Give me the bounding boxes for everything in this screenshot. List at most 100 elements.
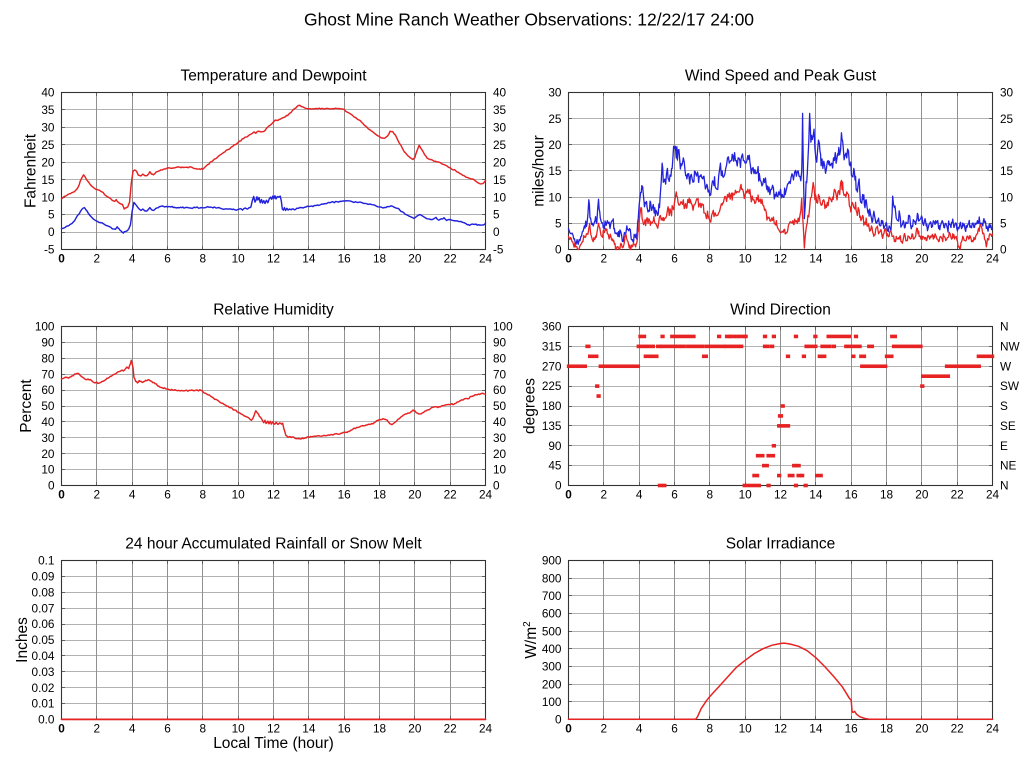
- svg-text:Relative Humidity: Relative Humidity: [213, 302, 334, 319]
- svg-text:360: 360: [542, 320, 562, 334]
- svg-text:180: 180: [542, 399, 562, 413]
- svg-text:0.06: 0.06: [32, 617, 55, 631]
- svg-text:22: 22: [951, 252, 964, 266]
- svg-text:5: 5: [48, 208, 55, 222]
- svg-text:12: 12: [774, 488, 787, 502]
- svg-text:14: 14: [302, 722, 316, 736]
- svg-text:24: 24: [479, 488, 493, 502]
- svg-text:2: 2: [94, 488, 101, 502]
- svg-text:0.07: 0.07: [32, 601, 55, 615]
- svg-text:12: 12: [267, 722, 280, 736]
- svg-text:0: 0: [555, 243, 562, 257]
- svg-text:0.04: 0.04: [32, 649, 55, 663]
- svg-text:12: 12: [774, 252, 787, 266]
- svg-text:16: 16: [845, 722, 859, 736]
- svg-text:16: 16: [338, 252, 352, 266]
- svg-text:6: 6: [164, 488, 171, 502]
- svg-text:270: 270: [542, 359, 562, 373]
- svg-text:50: 50: [493, 399, 507, 413]
- svg-text:2: 2: [601, 252, 608, 266]
- svg-text:100: 100: [542, 695, 562, 709]
- svg-text:2: 2: [601, 722, 608, 736]
- svg-text:0: 0: [565, 252, 572, 266]
- svg-text:60: 60: [41, 383, 55, 397]
- svg-text:0.1: 0.1: [38, 554, 54, 568]
- svg-text:0.02: 0.02: [32, 681, 55, 695]
- svg-text:14: 14: [302, 252, 316, 266]
- svg-text:0.08: 0.08: [32, 585, 55, 599]
- svg-text:22: 22: [951, 488, 964, 502]
- svg-text:10: 10: [232, 252, 246, 266]
- svg-text:20: 20: [41, 155, 55, 169]
- svg-text:0: 0: [493, 225, 500, 239]
- svg-text:22: 22: [444, 252, 457, 266]
- svg-text:4: 4: [636, 722, 643, 736]
- svg-text:25: 25: [1000, 112, 1014, 126]
- svg-text:135: 135: [542, 419, 562, 433]
- svg-text:100: 100: [35, 320, 55, 334]
- svg-text:20: 20: [493, 155, 507, 169]
- svg-text:0: 0: [48, 479, 55, 493]
- svg-text:24: 24: [986, 722, 1000, 736]
- svg-text:700: 700: [542, 589, 562, 603]
- svg-text:15: 15: [41, 173, 55, 187]
- svg-text:0.09: 0.09: [32, 570, 55, 584]
- svg-text:10: 10: [232, 722, 246, 736]
- svg-text:Solar Irradiance: Solar Irradiance: [726, 536, 835, 553]
- svg-text:600: 600: [542, 607, 562, 621]
- svg-text:200: 200: [542, 677, 562, 691]
- svg-text:10: 10: [1000, 190, 1014, 204]
- svg-text:18: 18: [880, 488, 894, 502]
- svg-text:10: 10: [232, 488, 246, 502]
- svg-text:225: 225: [542, 379, 562, 393]
- svg-text:22: 22: [444, 722, 457, 736]
- svg-text:0: 0: [48, 225, 55, 239]
- svg-text:16: 16: [845, 252, 859, 266]
- svg-text:40: 40: [41, 86, 55, 100]
- svg-text:degrees: degrees: [522, 378, 539, 434]
- svg-text:20: 20: [493, 447, 507, 461]
- svg-text:10: 10: [41, 463, 55, 477]
- svg-text:18: 18: [373, 722, 387, 736]
- svg-text:50: 50: [41, 399, 55, 413]
- svg-text:SW: SW: [1000, 379, 1020, 393]
- svg-text:18: 18: [880, 722, 894, 736]
- svg-text:40: 40: [493, 86, 507, 100]
- svg-text:70: 70: [41, 367, 55, 381]
- svg-text:4: 4: [129, 488, 136, 502]
- svg-text:25: 25: [493, 138, 507, 152]
- svg-text:5: 5: [555, 216, 562, 230]
- svg-text:16: 16: [338, 722, 352, 736]
- svg-text:6: 6: [671, 722, 678, 736]
- svg-text:0: 0: [58, 722, 65, 736]
- svg-text:35: 35: [41, 103, 55, 117]
- svg-text:8: 8: [707, 252, 714, 266]
- svg-text:10: 10: [739, 488, 753, 502]
- svg-text:20: 20: [408, 722, 422, 736]
- svg-text:0.05: 0.05: [32, 633, 55, 647]
- svg-text:18: 18: [880, 252, 894, 266]
- svg-text:10: 10: [739, 722, 753, 736]
- svg-text:16: 16: [338, 488, 352, 502]
- svg-text:35: 35: [493, 103, 507, 117]
- svg-text:90: 90: [548, 439, 562, 453]
- svg-text:10: 10: [493, 463, 507, 477]
- svg-text:NE: NE: [1000, 459, 1017, 473]
- svg-text:14: 14: [809, 488, 823, 502]
- svg-text:2: 2: [94, 252, 101, 266]
- svg-text:0: 0: [1000, 243, 1007, 257]
- svg-text:30: 30: [493, 431, 507, 445]
- svg-text:8: 8: [707, 488, 714, 502]
- svg-text:16: 16: [845, 488, 859, 502]
- svg-text:-5: -5: [44, 243, 55, 257]
- svg-text:800: 800: [542, 571, 562, 585]
- svg-text:60: 60: [493, 383, 507, 397]
- svg-text:8: 8: [200, 488, 207, 502]
- svg-text:4: 4: [129, 252, 136, 266]
- svg-text:6: 6: [164, 252, 171, 266]
- svg-text:40: 40: [41, 415, 55, 429]
- svg-text:8: 8: [200, 722, 207, 736]
- svg-text:4: 4: [636, 252, 643, 266]
- svg-text:0: 0: [493, 479, 500, 493]
- svg-text:0: 0: [565, 722, 572, 736]
